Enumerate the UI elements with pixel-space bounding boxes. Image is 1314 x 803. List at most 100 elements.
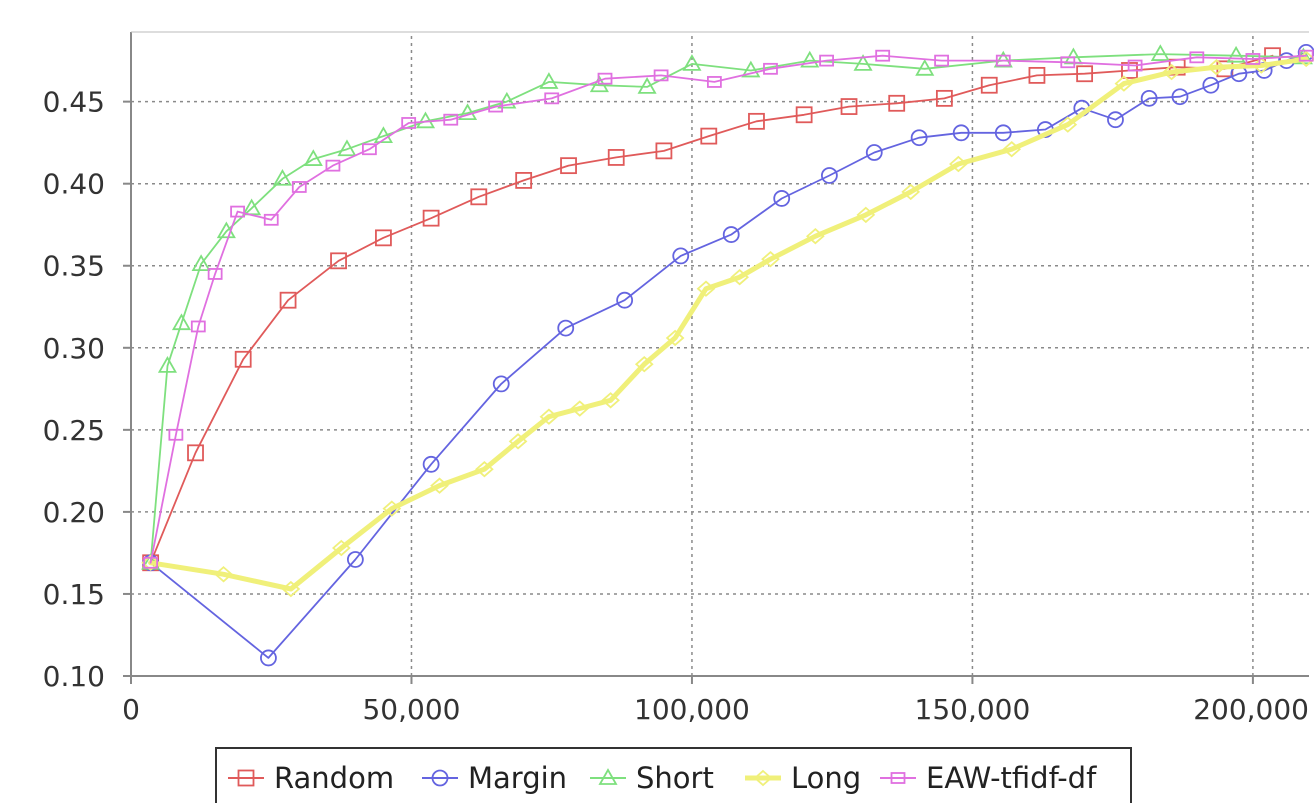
data-point-long <box>856 206 876 224</box>
data-point-eaw-tfidf-df <box>443 113 459 126</box>
data-point-eaw-tfidf-df <box>325 159 341 172</box>
y-tick-label: 0.10 <box>43 660 105 693</box>
data-point-eaw-tfidf-df <box>230 205 245 218</box>
data-point-margin <box>865 144 883 161</box>
data-point-short <box>1226 45 1246 63</box>
data-point-short <box>497 91 517 109</box>
legend-swatch-marker <box>890 772 906 784</box>
legend-label: Long <box>791 761 861 795</box>
data-point-short <box>741 60 761 78</box>
y-tick-label: 0.20 <box>43 496 105 529</box>
data-point-short <box>272 168 293 186</box>
legend-box <box>215 747 1132 803</box>
data-point-eaw-tfidf-df <box>653 69 669 82</box>
data-point-random <box>515 172 533 189</box>
x-tick-label: 150,000 <box>915 693 1031 726</box>
data-point-eaw-tfidf-df <box>706 76 722 88</box>
series-eaw-tfidf-df <box>143 49 1314 569</box>
legend-label: Random <box>274 761 394 795</box>
data-point-long <box>539 408 559 425</box>
legend-item-margin: Margin <box>422 761 567 795</box>
data-point-random <box>748 112 765 130</box>
data-point-long <box>1114 75 1134 92</box>
data-point-eaw-tfidf-df <box>190 320 206 333</box>
data-point-eaw-tfidf-df <box>1127 59 1143 72</box>
x-tick-label: 50,000 <box>362 693 460 726</box>
data-point-long <box>1058 116 1078 133</box>
legend-label: Short <box>636 761 714 795</box>
data-point-eaw-tfidf-df <box>597 72 613 85</box>
data-point-long <box>901 183 921 201</box>
data-point-long <box>382 500 402 517</box>
series-group <box>141 44 1314 667</box>
data-point-eaw-tfidf-df <box>544 92 560 105</box>
legend-item-eaw-tfidf-df: EAW-tfidf-df <box>880 761 1097 795</box>
legend-item-random: Random <box>228 761 394 795</box>
data-point-random <box>935 89 953 107</box>
x-tick-label: 200,000 <box>1193 693 1309 726</box>
data-point-short <box>415 111 436 129</box>
data-point-short <box>191 254 211 272</box>
series-line-margin <box>149 51 1308 659</box>
data-point-random <box>422 209 440 227</box>
data-point-margin <box>1107 111 1124 129</box>
data-point-long <box>570 400 590 417</box>
data-point-long <box>331 539 351 557</box>
data-point-long <box>475 461 494 478</box>
data-point-eaw-tfidf-df <box>995 54 1011 67</box>
data-point-random <box>375 229 392 247</box>
data-point-short <box>171 313 192 331</box>
data-point-eaw-tfidf-df <box>488 100 504 113</box>
data-point-long <box>281 580 301 598</box>
data-point-random <box>1076 65 1094 83</box>
gridlines <box>131 36 1309 676</box>
data-point-short <box>637 77 657 94</box>
data-point-eaw-tfidf-df <box>763 62 778 75</box>
data-point-margin <box>820 167 838 184</box>
legend: Random Margin Short Long EAW-tfidf-df <box>215 747 1132 803</box>
data-point-long <box>634 356 654 373</box>
data-point-long <box>1162 63 1181 81</box>
data-point-eaw-tfidf-df <box>875 49 891 62</box>
data-point-short <box>800 50 820 68</box>
data-point-margin <box>910 129 928 147</box>
data-point-short <box>458 103 478 121</box>
data-point-margin <box>1171 88 1189 106</box>
data-point-margin <box>557 319 575 337</box>
data-point-margin <box>773 190 791 207</box>
data-point-eaw-tfidf-df <box>291 181 307 193</box>
data-point-margin <box>994 124 1012 142</box>
data-point-random <box>607 149 625 166</box>
data-point-margin <box>722 226 740 243</box>
data-point-margin <box>492 375 510 393</box>
data-point-short <box>853 54 873 71</box>
data-point-long <box>141 554 161 571</box>
data-point-short <box>915 59 935 76</box>
data-point-long <box>696 280 716 297</box>
series-long <box>141 50 1314 598</box>
data-point-margin <box>1140 89 1158 107</box>
y-tick-label: 0.35 <box>43 250 105 283</box>
data-point-long <box>761 250 780 268</box>
data-point-short <box>303 149 323 166</box>
data-point-random <box>560 157 577 175</box>
data-point-random <box>980 76 998 94</box>
plot-area <box>131 36 1309 676</box>
legend-swatch-marker <box>753 769 773 787</box>
data-point-random <box>187 444 204 462</box>
axes: 0.10 0.15 0.20 0.25 0.30 0.35 0.40 0.45 0 50,000 1… <box>43 31 1309 726</box>
data-point-long <box>949 155 968 173</box>
data-point-random <box>330 252 347 270</box>
data-point-long <box>665 329 685 347</box>
series-short <box>141 44 1313 570</box>
data-point-random <box>795 106 813 124</box>
legend-label: Margin <box>468 761 567 795</box>
data-point-eaw-tfidf-df <box>819 54 834 67</box>
data-point-short <box>682 54 702 71</box>
series-line-random <box>149 54 1274 564</box>
data-point-long <box>214 566 233 583</box>
y-tick-label: 0.25 <box>43 414 105 447</box>
legend-item-long: Long <box>745 761 861 795</box>
data-point-random <box>279 291 297 309</box>
